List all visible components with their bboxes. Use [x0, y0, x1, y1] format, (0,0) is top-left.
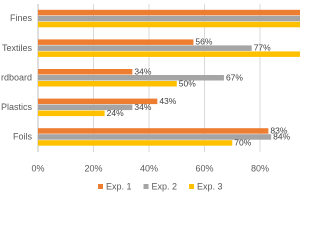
bar: [38, 45, 252, 51]
bar: [38, 104, 133, 111]
chart: 0% 20% 40% 60% 80% Fines Textiles 56% 77% rdboard…: [1, 4, 300, 191]
plot-area: [38, 9, 300, 146]
bar: [38, 98, 158, 105]
bar: [38, 81, 177, 87]
data-label: 83%: [270, 125, 287, 135]
bar: [38, 134, 272, 140]
data-label: 43%: [159, 96, 176, 106]
y-tick-label: Plastics: [1, 102, 33, 112]
data-label: 67%: [226, 72, 243, 82]
bar: [38, 110, 105, 117]
bar: [38, 69, 133, 75]
legend-swatch: [98, 184, 103, 189]
legend-swatch: [189, 184, 195, 189]
x-tick-label: 0%: [31, 163, 44, 173]
data-label: 77%: [254, 43, 271, 53]
data-label: 70%: [234, 137, 251, 147]
bar: [38, 128, 269, 134]
legend-swatch: [143, 184, 149, 189]
y-tick-label: Textiles: [2, 43, 33, 53]
bar: [38, 75, 224, 81]
bar: [38, 39, 194, 45]
data-label: 34%: [134, 66, 151, 76]
x-tick-label: 40%: [140, 163, 158, 173]
bar: [38, 51, 300, 57]
data-label: 56%: [195, 37, 212, 47]
legend-label: Exp. 1: [106, 181, 132, 191]
legend-label: Exp. 2: [152, 181, 178, 191]
data-label: 50%: [179, 78, 196, 88]
bar: [38, 9, 300, 16]
y-tick-label: rdboard: [1, 72, 32, 82]
x-tick-label: 80%: [251, 163, 269, 173]
x-tick-label: 20%: [85, 163, 103, 173]
bar: [38, 21, 300, 28]
y-tick-label: Fines: [10, 13, 33, 23]
data-label: 84%: [273, 131, 290, 141]
bar: [38, 15, 300, 22]
y-tick-label: Foils: [13, 132, 33, 142]
x-tick-label: 60%: [196, 163, 214, 173]
data-label: 24%: [107, 108, 124, 118]
data-label: 34%: [134, 102, 151, 112]
bar: [38, 140, 233, 146]
legend-label: Exp. 3: [197, 181, 223, 191]
